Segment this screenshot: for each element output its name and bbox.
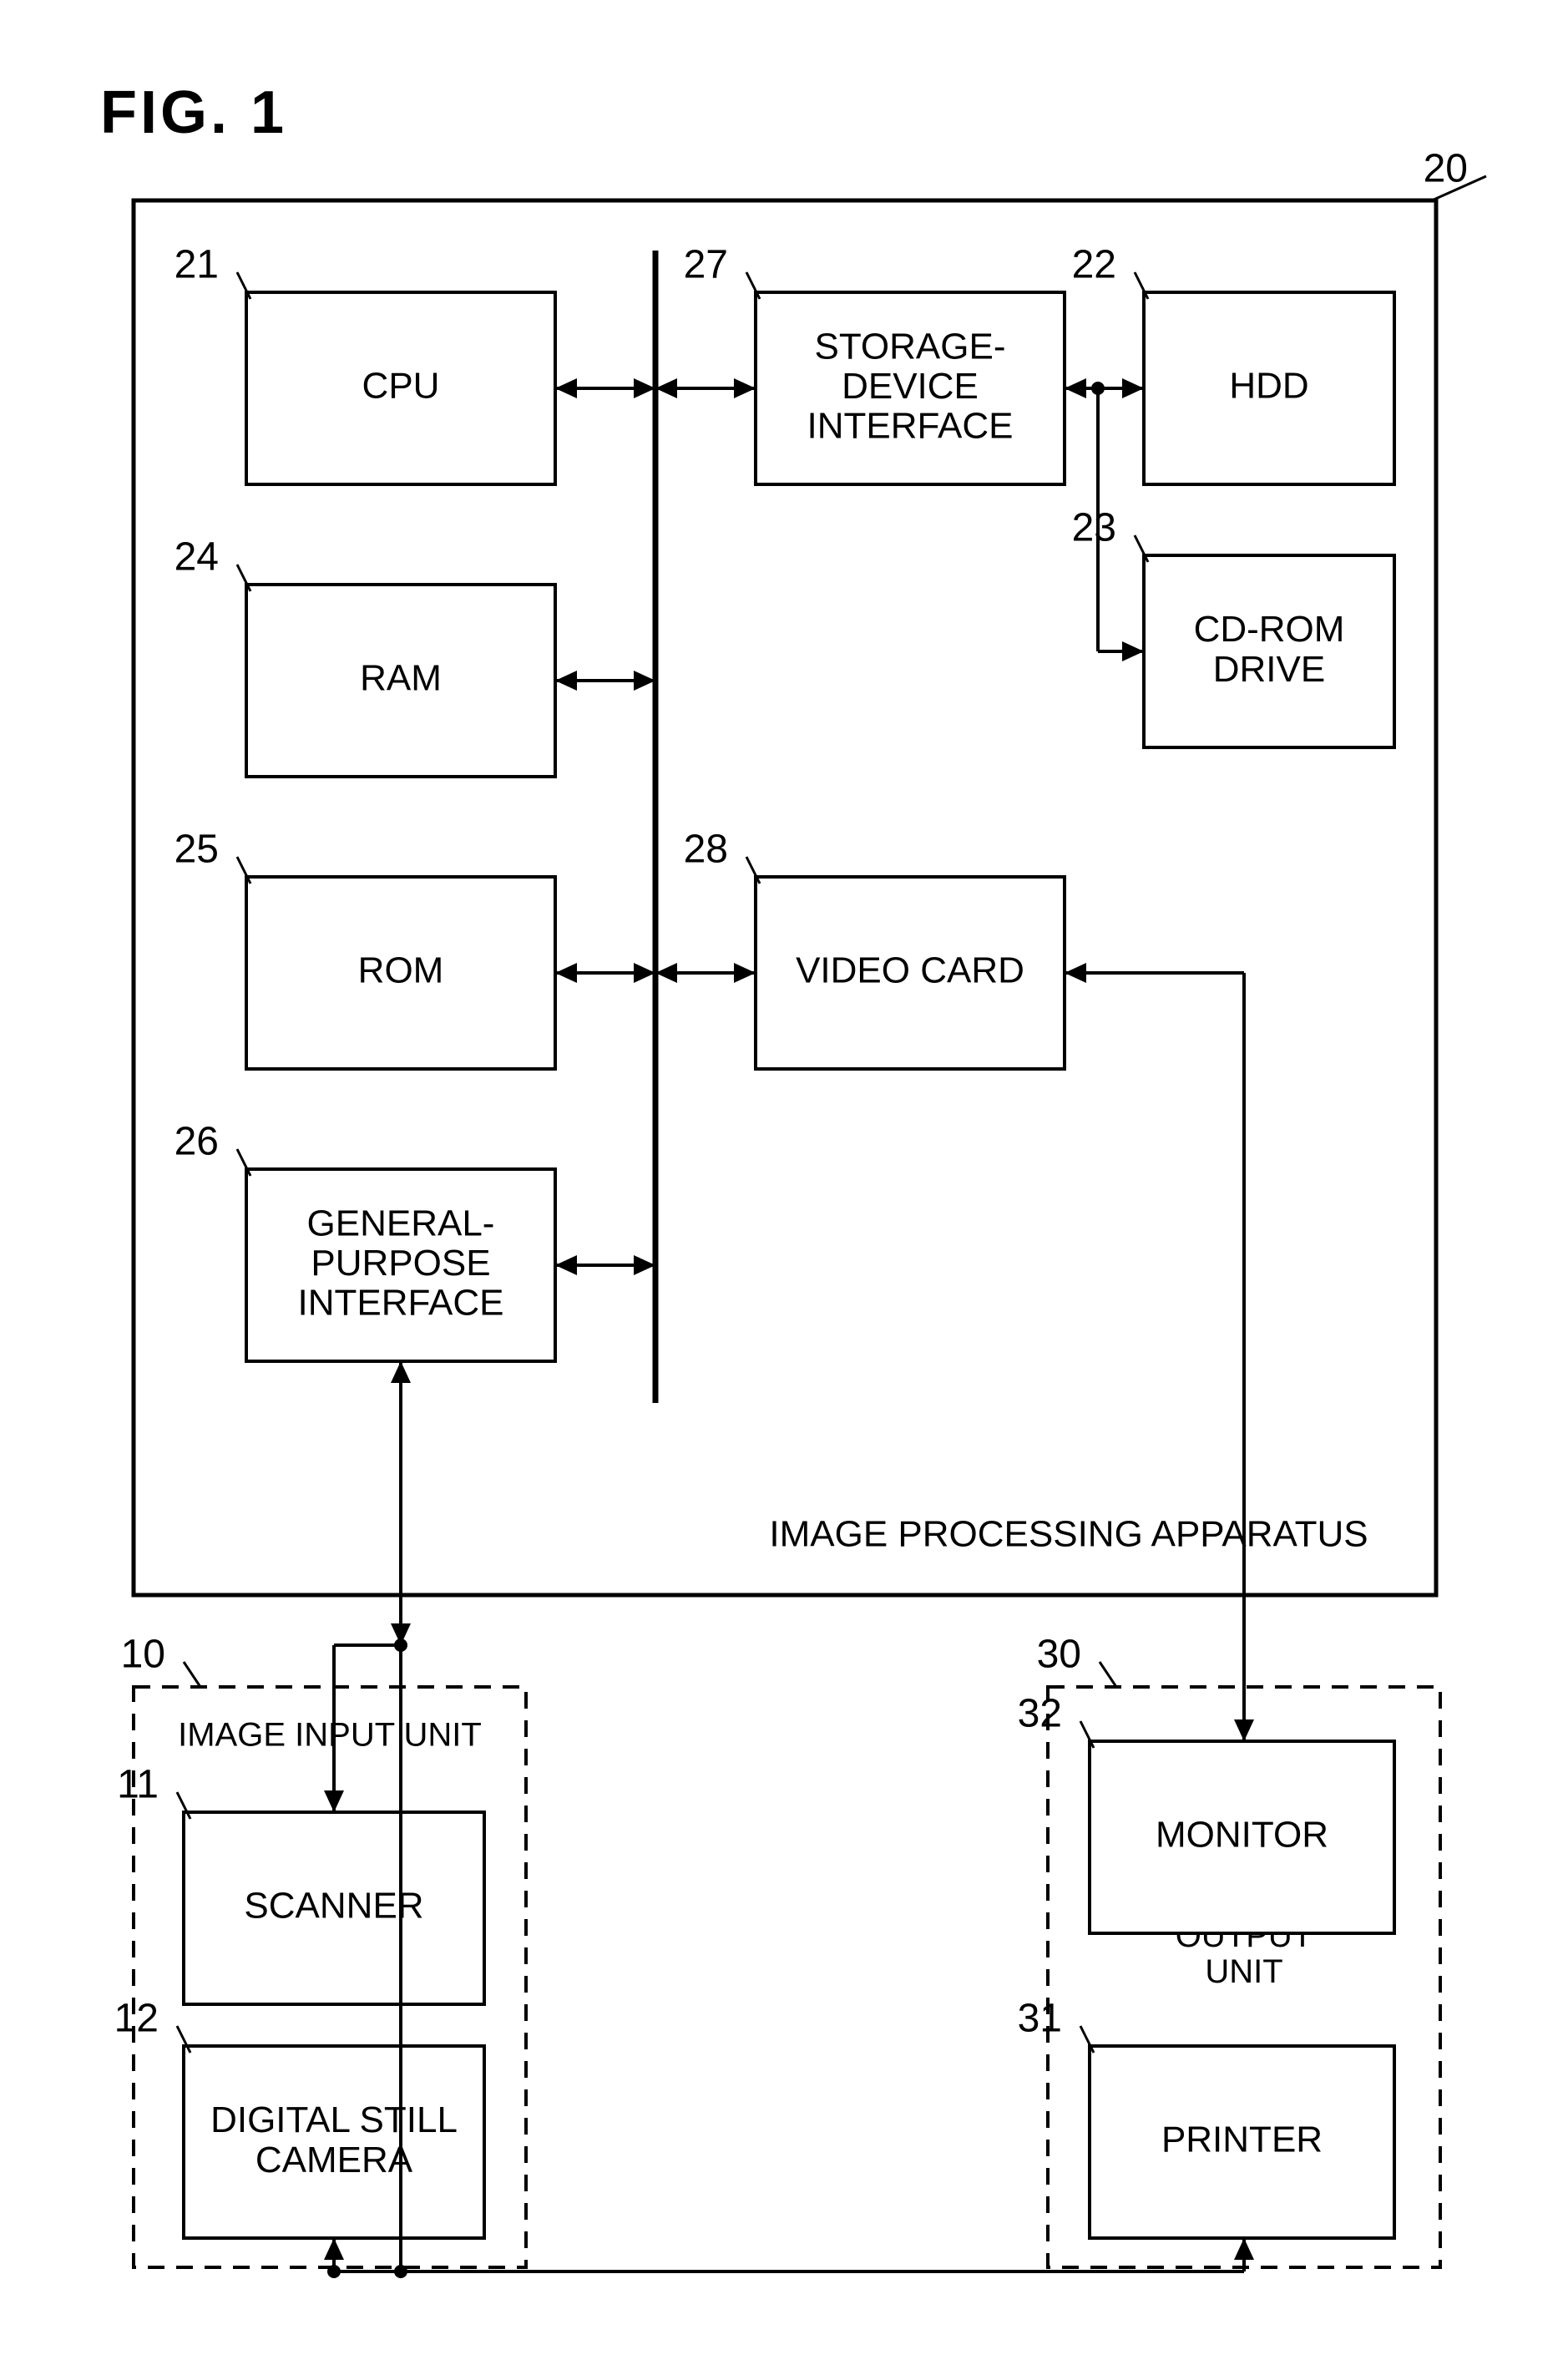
cpu-label: CPU [362,366,440,407]
rom-label: ROM [358,950,444,991]
ram-label: RAM [360,658,442,699]
gpif-label: GENERAL-PURPOSEINTERFACE [298,1203,504,1323]
printer-label: PRINTER [1161,2120,1323,2160]
input-label: IMAGE INPUT UNIT [178,1717,482,1754]
scanner-ref: 11 [117,1763,159,1807]
output-ref: 30 [1037,1633,1081,1677]
camera-ref: 12 [114,1997,159,2041]
input-ref: 10 [121,1633,165,1677]
sdif-ref: 27 [684,243,728,287]
video-ref: 28 [684,828,728,872]
scanner-label: SCANNER [244,1886,423,1927]
cpu-ref: 20 [1424,147,1468,191]
figure-title: FIG. 1 [100,79,287,146]
cpu-ref: 21 [175,243,219,287]
hdd-ref: 22 [1072,243,1116,287]
cpu-label: IMAGE PROCESSING APPARATUS [769,1514,1368,1555]
cdrom-ref: 23 [1072,506,1116,550]
monitor-label: MONITOR [1156,1815,1328,1856]
video-label: VIDEO CARD [796,950,1024,991]
gpif-ref: 26 [175,1120,219,1164]
ram-ref: 24 [175,535,219,580]
rom-ref: 25 [175,828,219,872]
hdd-label: HDD [1229,366,1308,407]
cdrom-label: CD-ROMDRIVE [1194,609,1345,690]
printer-ref: 31 [1018,1997,1062,2041]
monitor-ref: 32 [1018,1692,1062,1736]
